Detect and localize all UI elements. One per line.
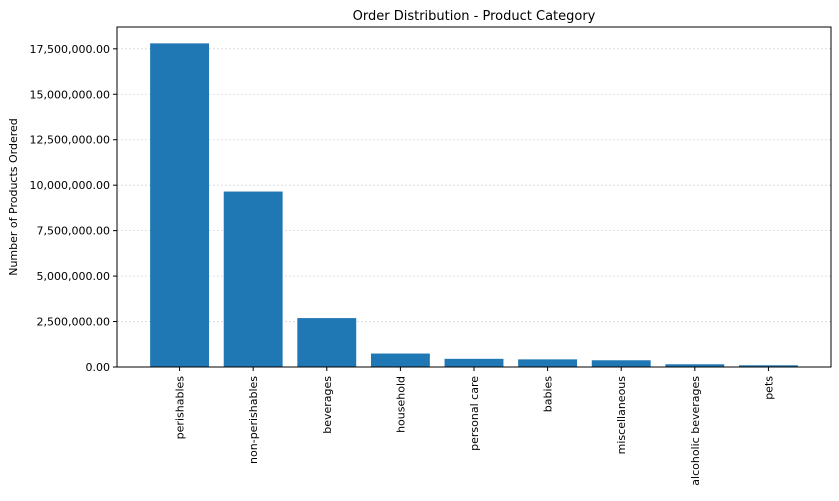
x-tick-label: non-perishables <box>247 376 260 464</box>
x-tick-label: pets <box>762 376 775 400</box>
bar-alcoholic-beverages <box>665 364 725 367</box>
y-tick-label: 15,000,000.00 <box>30 88 110 101</box>
bar-non-perishables <box>223 191 283 367</box>
plot-frame <box>116 26 832 368</box>
y-tick-label: 17,500,000.00 <box>30 43 110 56</box>
y-tick-label: 12,500,000.00 <box>30 134 110 147</box>
y-tick-label: 7,500,000.00 <box>37 225 110 238</box>
y-tick-label: 0.00 <box>86 361 111 374</box>
y-axis-label: Number of Products Ordered <box>7 118 20 276</box>
x-axis-ticks: perishables non-perishables beverages house… <box>174 367 775 486</box>
bar-household <box>370 353 430 367</box>
x-tick-label: miscellaneous <box>615 376 628 455</box>
chart-title: Order Distribution - Product Category <box>353 9 596 24</box>
y-tick-label: 2,500,000.00 <box>37 316 110 329</box>
bar-pets <box>738 365 798 367</box>
bar-personal-care <box>444 358 504 367</box>
x-tick-label: beverages <box>321 376 334 434</box>
x-tick-label: babies <box>542 376 555 413</box>
bar-miscellaneous <box>591 360 651 367</box>
y-tick-label: 5,000,000.00 <box>37 270 110 283</box>
bar-perishables <box>150 43 210 367</box>
y-axis-ticks: 0.00 2,500,000.00 5,000,000.00 7,500,000.00… <box>30 43 117 374</box>
bars <box>150 43 798 367</box>
x-tick-label: perishables <box>174 376 187 440</box>
x-tick-label: alcoholic beverages <box>689 376 702 486</box>
bar-beverages <box>297 318 357 367</box>
y-tick-label: 10,000,000.00 <box>30 179 110 192</box>
x-tick-label: household <box>394 376 407 433</box>
x-tick-label: personal care <box>468 376 481 451</box>
bar-babies <box>518 359 578 367</box>
